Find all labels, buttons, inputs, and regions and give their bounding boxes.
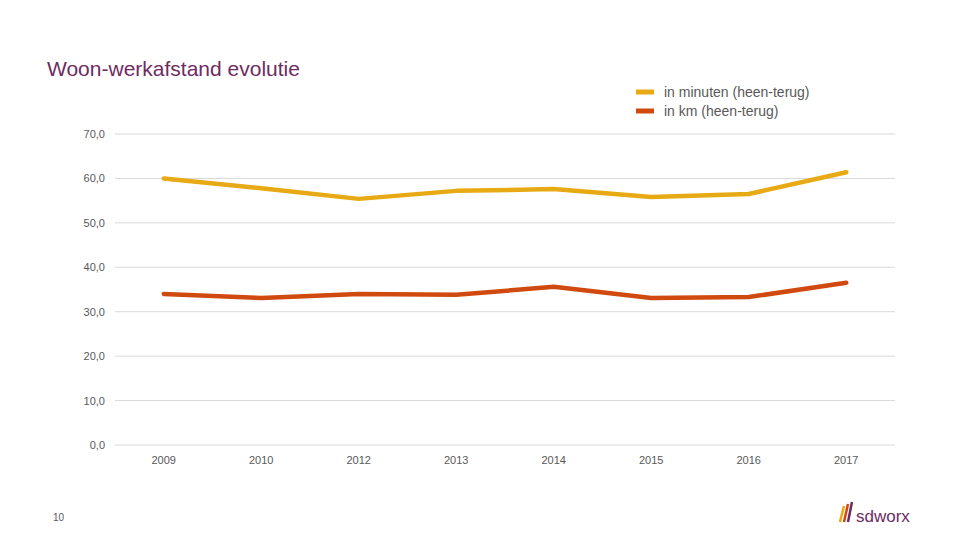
x-tick-label: 2013 xyxy=(444,454,468,466)
legend-label: in minuten (heen-terug) xyxy=(664,84,810,100)
y-tick-label: 20,0 xyxy=(84,350,105,362)
series-group xyxy=(164,172,847,298)
logo-text: sdworx xyxy=(856,507,910,526)
grid-line xyxy=(115,134,895,135)
x-tick-label: 2014 xyxy=(542,454,566,466)
y-tick-label: 30,0 xyxy=(84,306,105,318)
x-tick-label: 2015 xyxy=(639,454,663,466)
legend-swatch xyxy=(636,109,654,114)
grid-line xyxy=(115,400,895,401)
chart: Woon-werkafstand evolutie 0,0 10,0 20,0 30,0… xyxy=(0,0,960,540)
logo-stripe xyxy=(848,502,852,522)
legend-swatch xyxy=(636,90,654,95)
grid-line xyxy=(115,267,895,268)
x-tick-label: 2010 xyxy=(249,454,273,466)
x-tick-label: 2009 xyxy=(152,454,176,466)
y-tick-label: 60,0 xyxy=(84,172,105,184)
grid-line xyxy=(115,311,895,312)
grid-line xyxy=(115,222,895,223)
y-tick-label: 40,0 xyxy=(84,261,105,273)
legend-label: in km (heen-terug) xyxy=(664,103,778,119)
grid-line xyxy=(115,356,895,357)
title: Woon-werkafstand evolutie xyxy=(47,57,300,80)
grid-line xyxy=(115,178,895,179)
series-line xyxy=(164,283,847,298)
x-tick-label: 2012 xyxy=(347,454,371,466)
y-tick-label: 10,0 xyxy=(84,395,105,407)
y-tick-label: 0,0 xyxy=(90,439,105,451)
series-line xyxy=(164,172,847,199)
page-number: 10 xyxy=(53,512,65,523)
grid-line xyxy=(115,445,895,446)
x-tick-label: 2017 xyxy=(834,454,858,466)
logo-icon xyxy=(840,502,852,522)
y-tick-label: 50,0 xyxy=(84,217,105,229)
x-tick-label: 2016 xyxy=(737,454,761,466)
y-tick-label: 70,0 xyxy=(84,128,105,140)
